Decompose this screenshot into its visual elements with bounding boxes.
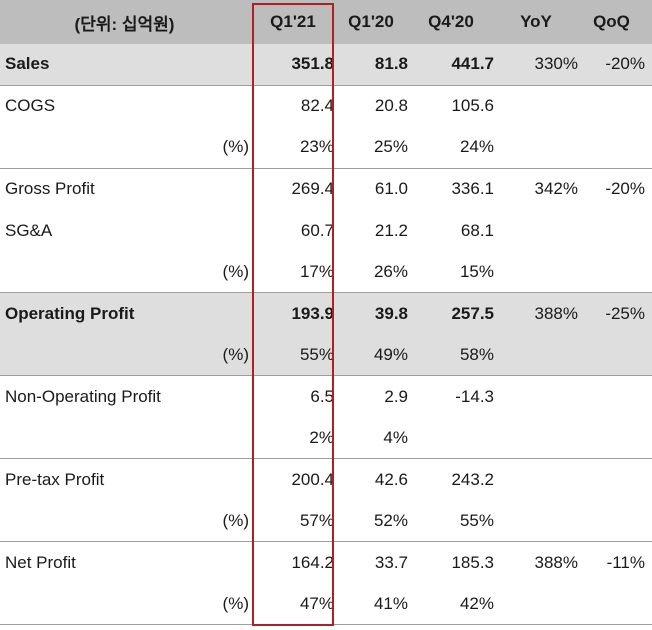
cell-q1-20: 4% xyxy=(383,427,408,447)
cell-q1-20: 26% xyxy=(373,261,408,281)
cell-q1-21: 23% xyxy=(299,137,334,157)
unit-label: (단위: 십억원) xyxy=(74,14,175,34)
cell-q4-20: 105.6 xyxy=(451,96,494,116)
cell-q1-20: 20.8 xyxy=(374,96,408,116)
pct-label: (%) xyxy=(222,593,249,613)
cell-q4-20: 185.3 xyxy=(451,552,494,572)
col-qoq: QoQ xyxy=(593,12,630,31)
cell-yoy: 342% xyxy=(534,179,578,199)
row-non-operating-profit-pct: 2% 4% xyxy=(0,418,652,459)
cell-q1-21: 269.4 xyxy=(291,179,334,199)
row-label: Pre-tax Profit xyxy=(5,469,105,489)
row-label: Sales xyxy=(5,54,50,74)
row-net-profit-pct: (%) 47% 41% 42% xyxy=(0,584,652,625)
col-q4-20: Q4'20 xyxy=(428,12,474,31)
row-gross-profit: Gross Profit 269.4 61.0 336.1 342% -20% xyxy=(0,169,652,211)
cell-q1-21: 351.8 xyxy=(291,54,334,74)
row-sga-pct: (%) 17% 26% 15% xyxy=(0,252,652,293)
cell-q1-21: 200.4 xyxy=(291,469,334,489)
row-cogs-pct: (%) 23% 25% 24% xyxy=(0,127,652,169)
cell-q1-20: 41% xyxy=(373,593,408,613)
cell-q1-20: 61.0 xyxy=(374,179,408,199)
row-operating-profit-pct: (%) 55% 49% 58% xyxy=(0,334,652,376)
cell-q4-20: 58% xyxy=(459,344,494,364)
cell-q4-20: 24% xyxy=(459,137,494,157)
cell-q1-20: 81.8 xyxy=(374,54,408,74)
cell-q1-20: 49% xyxy=(373,344,408,364)
row-label: SG&A xyxy=(5,220,53,240)
table-header: (단위: 십억원) Q1'21 Q1'20 Q4'20 YoY QoQ xyxy=(0,0,652,44)
cell-q4-20: 68.1 xyxy=(460,220,494,240)
cell-q1-20: 25% xyxy=(373,137,408,157)
cell-q1-20: 2.9 xyxy=(384,386,408,406)
cell-qoq: -25% xyxy=(605,303,645,323)
cell-q4-20: 441.7 xyxy=(451,54,494,74)
cell-q1-21: 164.2 xyxy=(291,552,334,572)
cell-q1-20: 42.6 xyxy=(374,469,408,489)
pct-label: (%) xyxy=(222,510,249,530)
cell-q1-21: 60.7 xyxy=(300,220,334,240)
row-label: Net Profit xyxy=(5,552,76,572)
cell-q4-20: 42% xyxy=(459,593,494,613)
row-operating-profit: Operating Profit 193.9 39.8 257.5 388% -… xyxy=(0,293,652,335)
cell-q1-21: 2% xyxy=(309,427,334,447)
cell-q1-20: 33.7 xyxy=(374,552,408,572)
row-label: Non-Operating Profit xyxy=(5,386,161,406)
row-sales: Sales 351.8 81.8 441.7 330% -20% xyxy=(0,44,652,86)
row-pretax-profit: Pre-tax Profit 200.4 42.6 243.2 xyxy=(0,459,652,501)
cell-q1-20: 21.2 xyxy=(374,220,408,240)
row-net-profit: Net Profit 164.2 33.7 185.3 388% -11% xyxy=(0,542,652,584)
cell-q4-20: 15% xyxy=(459,261,494,281)
cell-q1-21: 57% xyxy=(299,510,334,530)
cell-yoy: 388% xyxy=(534,552,578,572)
pct-label: (%) xyxy=(222,261,249,281)
row-non-operating-profit: Non-Operating Profit 6.5 2.9 -14.3 xyxy=(0,376,652,418)
cell-qoq: -20% xyxy=(605,54,645,74)
cell-qoq: -11% xyxy=(606,552,645,572)
cell-q1-21: 193.9 xyxy=(291,303,334,323)
cell-q1-21: 55% xyxy=(299,344,334,364)
cell-q1-21: 17% xyxy=(299,261,334,281)
col-q1-21: Q1'21 xyxy=(270,12,316,31)
pct-label: (%) xyxy=(222,137,249,157)
cell-qoq: -20% xyxy=(605,179,645,199)
col-yoy: YoY xyxy=(520,12,552,31)
cell-q4-20: 257.5 xyxy=(451,303,494,323)
row-cogs: COGS 82.4 20.8 105.6 xyxy=(0,86,652,128)
row-sga: SG&A 60.7 21.2 68.1 xyxy=(0,210,652,252)
cell-q1-20: 52% xyxy=(373,510,408,530)
pct-label: (%) xyxy=(222,344,249,364)
cell-q4-20: -14.3 xyxy=(455,386,494,406)
cell-q1-21: 6.5 xyxy=(310,386,334,406)
col-q1-20: Q1'20 xyxy=(348,12,394,31)
cell-q4-20: 55% xyxy=(459,510,494,530)
row-label: Gross Profit xyxy=(5,179,95,199)
cell-q1-21: 47% xyxy=(299,593,334,613)
row-pretax-profit-pct: (%) 57% 52% 55% xyxy=(0,501,652,542)
cell-yoy: 330% xyxy=(534,54,578,74)
cell-q1-21: 82.4 xyxy=(300,96,334,116)
cell-yoy: 388% xyxy=(534,303,578,323)
cell-q4-20: 243.2 xyxy=(451,469,494,489)
row-label: Operating Profit xyxy=(5,303,135,323)
cell-q4-20: 336.1 xyxy=(451,179,494,199)
row-label: COGS xyxy=(5,96,56,116)
cell-q1-20: 39.8 xyxy=(374,303,408,323)
